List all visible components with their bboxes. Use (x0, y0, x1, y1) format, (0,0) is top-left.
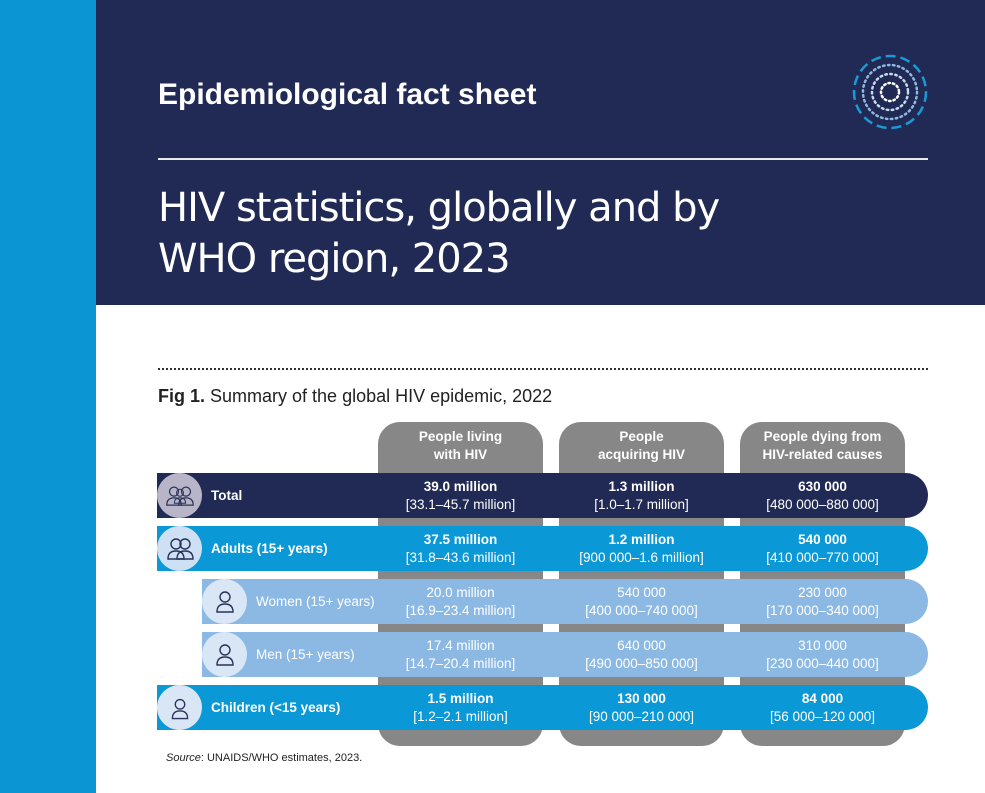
column-header-line: with HIV (433, 447, 488, 462)
data-cell: 540 000 [400 000–740 000] (559, 584, 724, 620)
cell-range: [33.1–45.7 million] (405, 497, 516, 512)
family-icon (157, 473, 202, 518)
row-label: Women (15+ years) (256, 594, 375, 609)
cell-value: 84 000 (801, 691, 844, 706)
column-header-line: People dying from (763, 429, 882, 444)
data-cell: 130 000 [90 000–210 000] (559, 690, 724, 726)
cell-range: [56 000–120 000] (769, 709, 876, 724)
child-icon (157, 685, 202, 730)
cell-range: [16.9–23.4 million] (405, 603, 516, 618)
source-label: Source (166, 752, 201, 764)
cell-value: 37.5 million (423, 532, 498, 547)
cell-range: [230 000–440 000] (766, 656, 879, 671)
table-row: Children (<15 years) 1.5 million [1.2–2.… (157, 685, 928, 730)
cell-range: [900 000–1.6 million] (579, 550, 704, 565)
cell-value: 1.5 million (427, 691, 494, 706)
data-cell: 39.0 million [33.1–45.7 million] (378, 478, 543, 514)
column-header-line: People living (418, 429, 503, 444)
cell-value: 39.0 million (423, 479, 498, 494)
cell-value: 540 000 (617, 585, 666, 600)
cell-value: 640 000 (617, 638, 666, 653)
source-text: : UNAIDS/WHO estimates, 2023. (200, 752, 363, 764)
row-label: Men (15+ years) (256, 647, 355, 662)
page-title: HIV statistics, globally and by WHO regi… (158, 183, 720, 285)
column-header-line: HIV-related causes (762, 447, 883, 462)
cell-value: 310 000 (798, 638, 847, 653)
cell-value: 540 000 (798, 532, 847, 547)
source-note: Source: UNAIDS/WHO estimates, 2023. (166, 752, 362, 764)
data-cell: 84 000 [56 000–120 000] (740, 690, 905, 726)
data-cell: 230 000 [170 000–340 000] (740, 584, 905, 620)
cell-value: 20.0 million (426, 585, 495, 600)
data-cell: 37.5 million [31.8–43.6 million] (378, 531, 543, 567)
data-cell: 630 000 [480 000–880 000] (740, 478, 905, 514)
header-banner: Epidemiological fact sheet HIV statistic… (96, 0, 985, 305)
cell-range: [90 000–210 000] (588, 709, 695, 724)
table-row: Women (15+ years) 20.0 million [16.9–23.… (202, 579, 928, 624)
cell-range: [1.0–1.7 million] (594, 497, 689, 512)
data-cell: 1.2 million [900 000–1.6 million] (559, 531, 724, 567)
data-cell: 1.3 million [1.0–1.7 million] (559, 478, 724, 514)
header-divider (158, 158, 928, 160)
adults-icon (157, 526, 202, 571)
table-row: Adults (15+ years) 37.5 million [31.8–43… (157, 526, 928, 571)
column-header: People dying from HIV-related causes (740, 428, 905, 464)
side-color-bar (0, 0, 96, 793)
title-line-1: HIV statistics, globally and by (158, 185, 720, 231)
man-icon (202, 632, 247, 677)
cell-range: [400 000–740 000] (585, 603, 698, 618)
data-cell: 17.4 million [14.7–20.4 million] (378, 637, 543, 673)
column-header: People acquiring HIV (559, 428, 724, 464)
data-cell: 1.5 million [1.2–2.1 million] (378, 690, 543, 726)
column-header-line: acquiring HIV (597, 447, 685, 462)
cell-range: [31.8–43.6 million] (405, 550, 516, 565)
figure-caption-text: Summary of the global HIV epidemic, 2022 (205, 386, 553, 406)
cell-value: 230 000 (798, 585, 847, 600)
figure-caption: Fig 1. Summary of the global HIV epidemi… (158, 386, 552, 407)
cell-range: [14.7–20.4 million] (405, 656, 516, 671)
kicker-title: Epidemiological fact sheet (158, 78, 537, 111)
cell-range: [410 000–770 000] (766, 550, 879, 565)
table-row: Total 39.0 million [33.1–45.7 million] 1… (157, 473, 928, 518)
cell-value: 17.4 million (426, 638, 495, 653)
cell-value: 630 000 (798, 479, 847, 494)
cell-range: [490 000–850 000] (585, 656, 698, 671)
dotted-divider (158, 368, 928, 370)
cell-value: 1.2 million (608, 532, 675, 547)
woman-icon (202, 579, 247, 624)
cell-value: 130 000 (617, 691, 666, 706)
concentric-circles-logo-icon (852, 54, 928, 130)
row-label: Children (<15 years) (211, 700, 341, 715)
data-cell: 310 000 [230 000–440 000] (740, 637, 905, 673)
data-cell: 20.0 million [16.9–23.4 million] (378, 584, 543, 620)
figure-label: Fig 1. (158, 386, 206, 406)
table-row: Men (15+ years) 17.4 million [14.7–20.4 … (202, 632, 928, 677)
cell-range: [1.2–2.1 million] (413, 709, 508, 724)
row-label: Total (211, 488, 243, 503)
cell-range: [170 000–340 000] (766, 603, 879, 618)
cell-range: [480 000–880 000] (766, 497, 879, 512)
column-header: People living with HIV (378, 428, 543, 464)
data-cell: 640 000 [490 000–850 000] (559, 637, 724, 673)
row-label: Adults (15+ years) (211, 541, 328, 556)
data-cell: 540 000 [410 000–770 000] (740, 531, 905, 567)
cell-value: 1.3 million (608, 479, 675, 494)
column-header-line: People (619, 429, 664, 444)
title-line-2: WHO region, 2023 (158, 236, 511, 282)
